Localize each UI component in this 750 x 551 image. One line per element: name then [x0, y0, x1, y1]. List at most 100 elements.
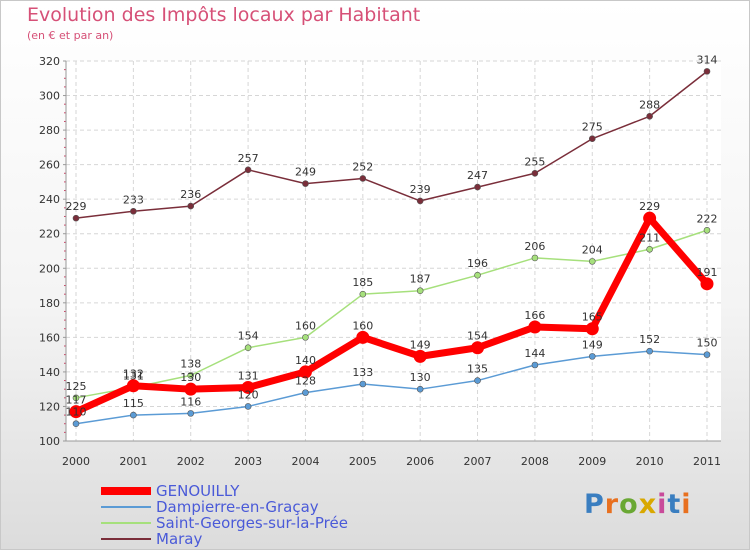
y-tick-label: 160	[39, 331, 60, 344]
data-point	[528, 320, 542, 334]
data-point	[646, 245, 653, 253]
data-label: 233	[123, 193, 144, 206]
data-label: 204	[582, 243, 603, 256]
data-point	[531, 254, 539, 262]
data-point	[359, 380, 367, 388]
data-point	[703, 68, 711, 75]
y-tick-label: 100	[39, 435, 60, 448]
data-label: 144	[524, 347, 545, 360]
data-label: 130	[180, 371, 201, 384]
data-label: 229	[66, 200, 87, 213]
data-point	[184, 382, 198, 396]
data-label: 116	[180, 395, 201, 408]
data-point	[585, 322, 599, 336]
data-label: 252	[352, 160, 373, 173]
data-label: 115	[123, 397, 144, 410]
x-tick-label: 2008	[521, 455, 549, 468]
x-tick-label: 2005	[349, 455, 377, 468]
x-tick-label: 2003	[234, 455, 262, 468]
data-label: 275	[582, 121, 603, 134]
data-point	[588, 258, 596, 265]
data-point	[703, 351, 711, 358]
plot-area	[66, 61, 721, 441]
data-label: 152	[639, 333, 660, 346]
data-point	[126, 379, 140, 393]
x-tick-label: 2011	[693, 455, 721, 468]
data-point	[302, 389, 309, 396]
y-tick-label: 220	[39, 228, 60, 241]
data-label: 314	[697, 53, 718, 66]
data-point	[356, 330, 370, 344]
data-point	[359, 290, 367, 298]
x-tick-label: 2004	[291, 455, 319, 468]
data-point	[298, 365, 312, 379]
data-label: 130	[410, 371, 431, 384]
data-point	[703, 226, 711, 234]
x-tick-label: 2000	[62, 455, 90, 468]
data-label: 255	[524, 155, 545, 168]
logo-letter: i	[681, 489, 692, 520]
legend-label: GENOUILLY	[156, 482, 240, 500]
data-label: 110	[66, 406, 87, 419]
x-tick-label: 2006	[406, 455, 434, 468]
data-point	[416, 385, 424, 393]
data-label: 154	[467, 330, 488, 343]
data-point	[531, 361, 539, 369]
data-point	[244, 344, 252, 352]
data-point	[416, 197, 424, 205]
data-label: 154	[238, 330, 259, 343]
logo-letter: i	[657, 489, 668, 520]
data-label: 138	[180, 357, 201, 370]
proxiti-logo: Proxiti	[584, 489, 692, 520]
legend-swatch	[101, 506, 151, 508]
chart-title: Evolution des Impôts locaux par Habitant	[27, 4, 421, 26]
x-tick-label: 2001	[119, 455, 147, 468]
data-point	[69, 405, 83, 419]
data-label: 149	[582, 338, 603, 351]
data-point	[244, 403, 252, 410]
data-label: 149	[410, 338, 431, 351]
chart-subtitle: (en € et par an)	[27, 29, 114, 42]
data-point	[588, 135, 596, 143]
data-point	[241, 380, 255, 394]
logo-letter: r	[604, 489, 620, 520]
data-label: 135	[467, 363, 488, 376]
data-point	[646, 112, 653, 120]
data-label: 125	[66, 380, 87, 393]
data-point	[72, 214, 80, 222]
data-label: 117	[66, 394, 87, 407]
x-tick-label: 2002	[177, 455, 205, 468]
data-label: 187	[410, 273, 431, 286]
data-point	[359, 175, 367, 182]
data-label: 288	[639, 98, 660, 111]
data-label: 247	[467, 169, 488, 182]
data-point	[700, 277, 714, 291]
y-tick-label: 260	[39, 159, 60, 172]
data-point	[72, 420, 80, 428]
data-label: 239	[410, 183, 431, 196]
legend-label: Maray	[156, 530, 203, 548]
y-tick-label: 120	[39, 400, 60, 413]
series-line-genouilly	[72, 214, 711, 416]
logo-letter: o	[619, 489, 639, 520]
series-line-dampierre-en-gra-ay	[75, 350, 708, 425]
logo-letter: P	[584, 489, 605, 520]
data-point	[244, 166, 252, 174]
data-point	[474, 271, 481, 279]
data-label: 229	[639, 200, 660, 213]
data-label: 196	[467, 257, 488, 270]
data-label: 249	[295, 166, 316, 179]
data-point	[187, 372, 195, 379]
data-label: 206	[524, 240, 545, 253]
data-point	[413, 349, 427, 363]
data-label: 160	[295, 319, 316, 332]
data-point	[588, 353, 596, 360]
data-point	[130, 411, 137, 419]
x-tick-label: 2009	[578, 455, 606, 468]
x-tick-label: 2010	[636, 455, 664, 468]
data-label: 133	[352, 366, 373, 379]
data-label: 132	[123, 368, 144, 381]
data-label: 131	[123, 369, 144, 382]
